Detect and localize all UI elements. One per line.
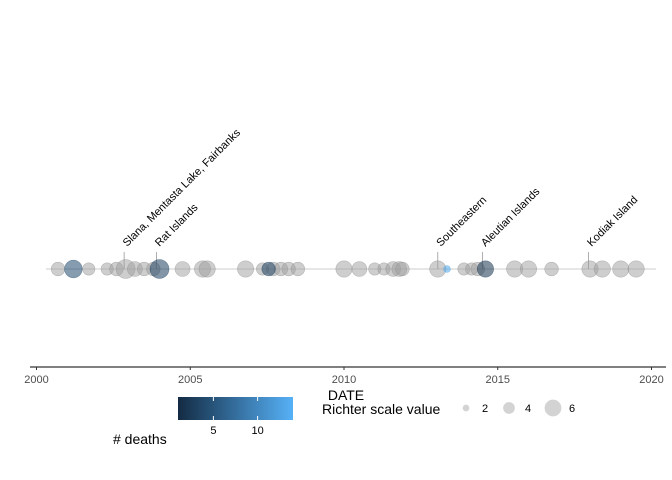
x-tick-label: 2015 <box>486 374 510 386</box>
earthquake-point <box>351 261 368 277</box>
earthquake-point <box>174 261 191 277</box>
earthquake-point <box>64 259 83 279</box>
x-axis-title: DATE <box>328 387 364 403</box>
earthquake-point <box>520 260 537 278</box>
earthquake-point <box>198 260 216 278</box>
size-legend-label: 6 <box>569 403 575 415</box>
color-legend-title: # deaths <box>113 431 167 447</box>
annotation-label: Kodiak Island <box>585 194 640 249</box>
size-legend-key <box>462 404 470 412</box>
earthquake-point <box>612 260 630 278</box>
size-legend-key <box>544 399 562 417</box>
earthquake-point <box>82 262 96 276</box>
color-legend-tick-label: 5 <box>210 425 216 437</box>
earthquake-point <box>149 259 170 279</box>
earthquake-point <box>290 261 306 277</box>
size-legend-key <box>503 402 515 414</box>
annotation-label: Aleutian Islands <box>479 185 543 249</box>
earthquake-point <box>335 260 353 278</box>
size-legend-label: 4 <box>525 403 531 415</box>
x-axis: 2000 2005 2010 2015 2020 <box>24 366 666 386</box>
x-tick-label: 2005 <box>178 374 202 386</box>
earthquake-point <box>544 261 559 277</box>
earthquake-point <box>443 265 451 273</box>
earthquake-point <box>50 261 66 277</box>
x-tick-label: 2000 <box>24 374 48 386</box>
earthquake-point <box>237 260 255 278</box>
annotation-label: Slana, Mentasta Lake, Fairbanks <box>121 127 244 250</box>
color-legend-tick-label: 10 <box>251 425 263 437</box>
earthquake-point <box>627 260 645 278</box>
earthquake-point <box>476 260 494 278</box>
earthquake-point <box>395 261 410 277</box>
earthquake-point <box>261 261 276 277</box>
x-tick-label: 2010 <box>332 374 356 386</box>
x-tick-label: 2020 <box>639 374 663 386</box>
size-legend-label: 2 <box>482 403 488 415</box>
size-legend-title: Richter scale value <box>322 401 440 417</box>
color-legend-bar <box>178 397 293 420</box>
earthquake-point <box>593 260 611 278</box>
legend: # deaths 5 10 Richter scale value 2 4 6 <box>113 397 575 447</box>
